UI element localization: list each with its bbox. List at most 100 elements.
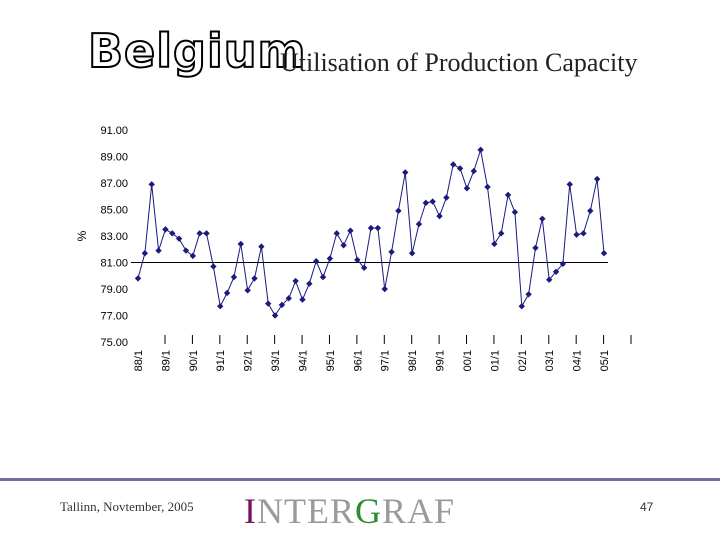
x-tick-label: 02/1 bbox=[517, 350, 529, 371]
data-point bbox=[319, 273, 327, 281]
y-axis: 75.00 77.00 79.00 81.00 83.00 85.00 87.00 89.00… bbox=[100, 125, 128, 349]
data-point bbox=[566, 181, 573, 188]
data-point bbox=[155, 247, 162, 254]
data-point bbox=[175, 235, 183, 242]
brand-logo-nter: NTER bbox=[257, 491, 355, 531]
data-point bbox=[244, 287, 251, 294]
data-point bbox=[189, 252, 197, 260]
data-point bbox=[511, 208, 519, 216]
data-point bbox=[367, 224, 375, 232]
y-tick-label: 85.00 bbox=[100, 205, 128, 217]
x-tick-label: 93/1 bbox=[270, 350, 282, 371]
series-group bbox=[134, 146, 608, 319]
data-point bbox=[532, 244, 539, 252]
data-point bbox=[381, 285, 388, 293]
y-tick-label: 89.00 bbox=[100, 152, 128, 164]
data-point bbox=[312, 257, 320, 265]
data-point bbox=[326, 255, 334, 262]
x-axis: 88/1 89/1 90/1 91/1 92/1 93/1 94/1 95/1 96/1 97/1… bbox=[133, 335, 632, 371]
x-tick-label: 90/1 bbox=[188, 350, 200, 371]
x-tick-label: 04/1 bbox=[572, 350, 584, 371]
data-point bbox=[148, 181, 155, 188]
x-tick-label: 99/1 bbox=[435, 350, 447, 371]
x-tick-label: 95/1 bbox=[325, 350, 337, 371]
x-tick-label: 96/1 bbox=[352, 350, 364, 371]
data-point bbox=[552, 268, 560, 275]
x-tick-label: 03/1 bbox=[544, 350, 556, 371]
data-point bbox=[498, 230, 505, 237]
data-point bbox=[450, 161, 457, 168]
data-point bbox=[169, 230, 176, 237]
footer-divider bbox=[0, 478, 720, 481]
y-tick-label: 87.00 bbox=[100, 178, 128, 190]
page-number: 47 bbox=[640, 500, 654, 514]
data-point bbox=[306, 280, 313, 287]
data-point bbox=[545, 276, 553, 283]
data-point bbox=[354, 256, 361, 264]
slide-title: Utilisation of Production Capacity bbox=[280, 48, 638, 77]
data-point bbox=[237, 240, 244, 248]
brand-logo-g: G bbox=[355, 491, 382, 531]
data-point bbox=[422, 199, 430, 207]
data-point bbox=[525, 291, 532, 298]
y-tick-label: 77.00 bbox=[100, 311, 128, 323]
data-point bbox=[456, 165, 464, 172]
data-point bbox=[388, 248, 395, 256]
data-point bbox=[463, 185, 471, 192]
x-tick-label: 91/1 bbox=[215, 350, 227, 371]
data-point bbox=[134, 275, 142, 282]
data-point bbox=[278, 301, 286, 309]
data-point bbox=[504, 191, 512, 199]
data-point bbox=[265, 300, 272, 307]
data-point bbox=[415, 220, 423, 228]
data-point bbox=[539, 215, 546, 222]
data-point bbox=[360, 264, 368, 271]
y-tick-label: 91.00 bbox=[100, 125, 128, 137]
x-tick-label: 94/1 bbox=[297, 350, 309, 371]
x-tick-label: 05/1 bbox=[599, 350, 611, 371]
data-point bbox=[402, 169, 409, 176]
x-tick-label: 98/1 bbox=[407, 350, 419, 371]
data-point bbox=[347, 227, 354, 234]
footer-location-date: Tallinn, Novtember, 2005 bbox=[60, 499, 194, 514]
data-point bbox=[223, 289, 231, 297]
data-point bbox=[251, 275, 258, 282]
x-tick-label: 88/1 bbox=[133, 350, 145, 371]
data-point bbox=[443, 194, 450, 201]
data-point bbox=[340, 242, 347, 249]
data-point bbox=[580, 230, 587, 237]
data-point bbox=[395, 207, 402, 215]
data-point bbox=[477, 146, 484, 154]
data-point bbox=[374, 224, 382, 232]
data-point bbox=[203, 230, 210, 237]
brand-logo-raf: RAF bbox=[382, 491, 456, 531]
data-point bbox=[271, 312, 279, 319]
y-axis-label: % bbox=[75, 230, 89, 241]
data-point bbox=[436, 212, 443, 220]
y-tick-label: 81.00 bbox=[100, 258, 128, 270]
y-tick-label: 79.00 bbox=[100, 284, 128, 296]
brand-logo-i: I bbox=[244, 491, 257, 531]
data-point bbox=[408, 250, 416, 257]
country-title: Belgium bbox=[87, 24, 307, 78]
data-point bbox=[196, 230, 203, 237]
y-tick-label: 75.00 bbox=[100, 337, 128, 349]
data-point bbox=[600, 250, 608, 257]
x-tick-label: 97/1 bbox=[380, 350, 392, 371]
brand-logo: INTERGRAF bbox=[244, 490, 455, 532]
data-point bbox=[484, 183, 491, 191]
capacity-chart: 75.00 77.00 79.00 81.00 83.00 85.00 87.00 89.00… bbox=[75, 125, 632, 371]
data-point bbox=[593, 175, 601, 183]
data-point bbox=[333, 230, 340, 237]
data-point bbox=[518, 303, 525, 310]
data-point bbox=[587, 207, 594, 215]
x-tick-label: 92/1 bbox=[243, 350, 255, 371]
data-point bbox=[491, 240, 498, 248]
x-tick-label: 01/1 bbox=[489, 350, 501, 371]
data-point bbox=[285, 295, 292, 302]
data-point bbox=[470, 167, 477, 175]
data-point bbox=[299, 296, 306, 303]
data-point bbox=[217, 303, 224, 310]
data-point bbox=[162, 226, 169, 233]
data-point bbox=[559, 260, 567, 268]
